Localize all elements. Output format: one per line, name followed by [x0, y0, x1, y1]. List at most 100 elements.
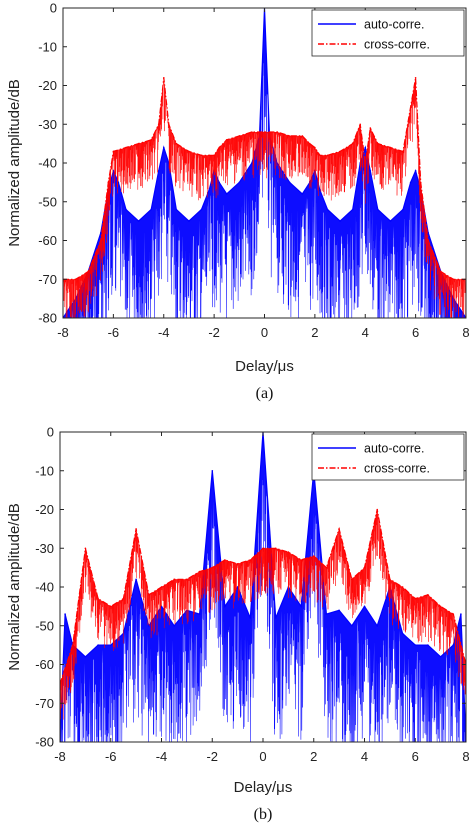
- legend-label: auto-corre.: [364, 18, 424, 32]
- x-tick-label: -2: [208, 325, 220, 340]
- series-line-auto: [63, 8, 466, 318]
- data-point: [125, 146, 127, 149]
- data-point: [377, 208, 379, 211]
- data-point: [100, 232, 102, 234]
- data-point: [363, 605, 366, 608]
- panel-caption: (a): [256, 385, 274, 402]
- data-point: [157, 123, 160, 126]
- data-point: [135, 578, 137, 581]
- data-point: [414, 77, 417, 79]
- data-point: [326, 154, 329, 157]
- y-axis-title: Normalized amplitude/dB: [6, 79, 23, 247]
- data-point: [117, 181, 120, 184]
- legend-box: [311, 433, 465, 481]
- y-tick-label: -10: [35, 463, 54, 478]
- data-point: [377, 142, 379, 145]
- data-point: [213, 154, 215, 157]
- x-tick-label: 8: [462, 325, 469, 340]
- data-point: [313, 555, 315, 557]
- data-point: [414, 644, 417, 646]
- data-point: [263, 131, 266, 133]
- data-point: [402, 208, 404, 211]
- data-point: [84, 656, 87, 658]
- data-point: [249, 617, 252, 619]
- data-point: [236, 563, 239, 565]
- data-point: [338, 528, 340, 530]
- data-point: [168, 123, 170, 126]
- data-point: [319, 154, 321, 157]
- y-tick-label: -30: [38, 117, 57, 132]
- data-point: [452, 278, 455, 281]
- data-point: [186, 578, 188, 581]
- y-tick-label: -70: [38, 272, 57, 287]
- data-point: [97, 597, 99, 600]
- y-tick-label: -60: [35, 657, 54, 672]
- legend: auto-corre. cross-corre.: [311, 433, 465, 481]
- y-tick-label: -40: [38, 156, 57, 171]
- data-point: [376, 508, 379, 511]
- data-point: [300, 559, 302, 561]
- x-tick-label: 6: [412, 325, 419, 340]
- x-tick-label: -4: [156, 749, 168, 764]
- data-point: [211, 566, 214, 569]
- series-group: [63, 8, 466, 318]
- data-point: [369, 127, 372, 129]
- x-tick-label: 0: [259, 749, 266, 764]
- series-trace-auto: [63, 8, 466, 318]
- data-point: [150, 208, 152, 211]
- data-point: [198, 613, 201, 615]
- data-point: [427, 239, 430, 242]
- x-tick-label: 6: [412, 749, 419, 764]
- data-point: [198, 570, 201, 573]
- y-tick-label: -70: [35, 696, 54, 711]
- data-point: [339, 220, 341, 222]
- data-point: [414, 170, 417, 172]
- x-tick-label: -8: [54, 749, 66, 764]
- data-point: [100, 239, 102, 242]
- data-point: [200, 154, 203, 157]
- series-trace-cross: [63, 77, 466, 318]
- data-point: [160, 605, 163, 608]
- data-point: [238, 135, 241, 137]
- x-tick-label: -8: [57, 325, 69, 340]
- data-point: [225, 193, 228, 195]
- data-point: [326, 208, 329, 211]
- data-point: [71, 644, 74, 646]
- y-tick-label: -80: [35, 735, 54, 750]
- data-point: [74, 278, 77, 281]
- data-point: [173, 625, 175, 627]
- data-point: [419, 181, 422, 184]
- data-point: [389, 146, 392, 149]
- data-point: [173, 578, 175, 581]
- data-point: [339, 150, 341, 153]
- y-tick-label: -60: [38, 233, 57, 248]
- series-trace-auto: [60, 432, 466, 742]
- data-point: [351, 578, 353, 581]
- data-point: [188, 150, 190, 153]
- data-point: [137, 142, 140, 145]
- chart-panel-a: -8 -6 -4 -2 0 2 4 6 80-10-20-30-40-50-60-70-80De…: [6, 1, 470, 403]
- data-point: [460, 613, 462, 615]
- data-point: [64, 613, 66, 615]
- legend-label: cross-corre.: [364, 462, 430, 476]
- data-point: [200, 208, 203, 211]
- data-point: [301, 193, 304, 195]
- x-tick-label: -6: [105, 749, 117, 764]
- x-tick-label: 2: [311, 325, 318, 340]
- data-point: [452, 644, 455, 646]
- data-point: [135, 528, 137, 530]
- x-tick-label: -2: [206, 749, 218, 764]
- data-point: [137, 220, 140, 222]
- y-tick-label: -80: [38, 311, 57, 326]
- data-point: [452, 613, 455, 615]
- data-point: [112, 150, 115, 153]
- panel-caption: (b): [254, 806, 273, 823]
- data-point: [276, 131, 278, 133]
- data-point: [148, 625, 150, 627]
- data-point: [389, 578, 391, 581]
- data-point: [251, 131, 253, 133]
- x-axis-title: Delay/μs: [234, 779, 293, 796]
- data-point: [319, 189, 321, 191]
- legend-label: auto-corre.: [364, 442, 424, 456]
